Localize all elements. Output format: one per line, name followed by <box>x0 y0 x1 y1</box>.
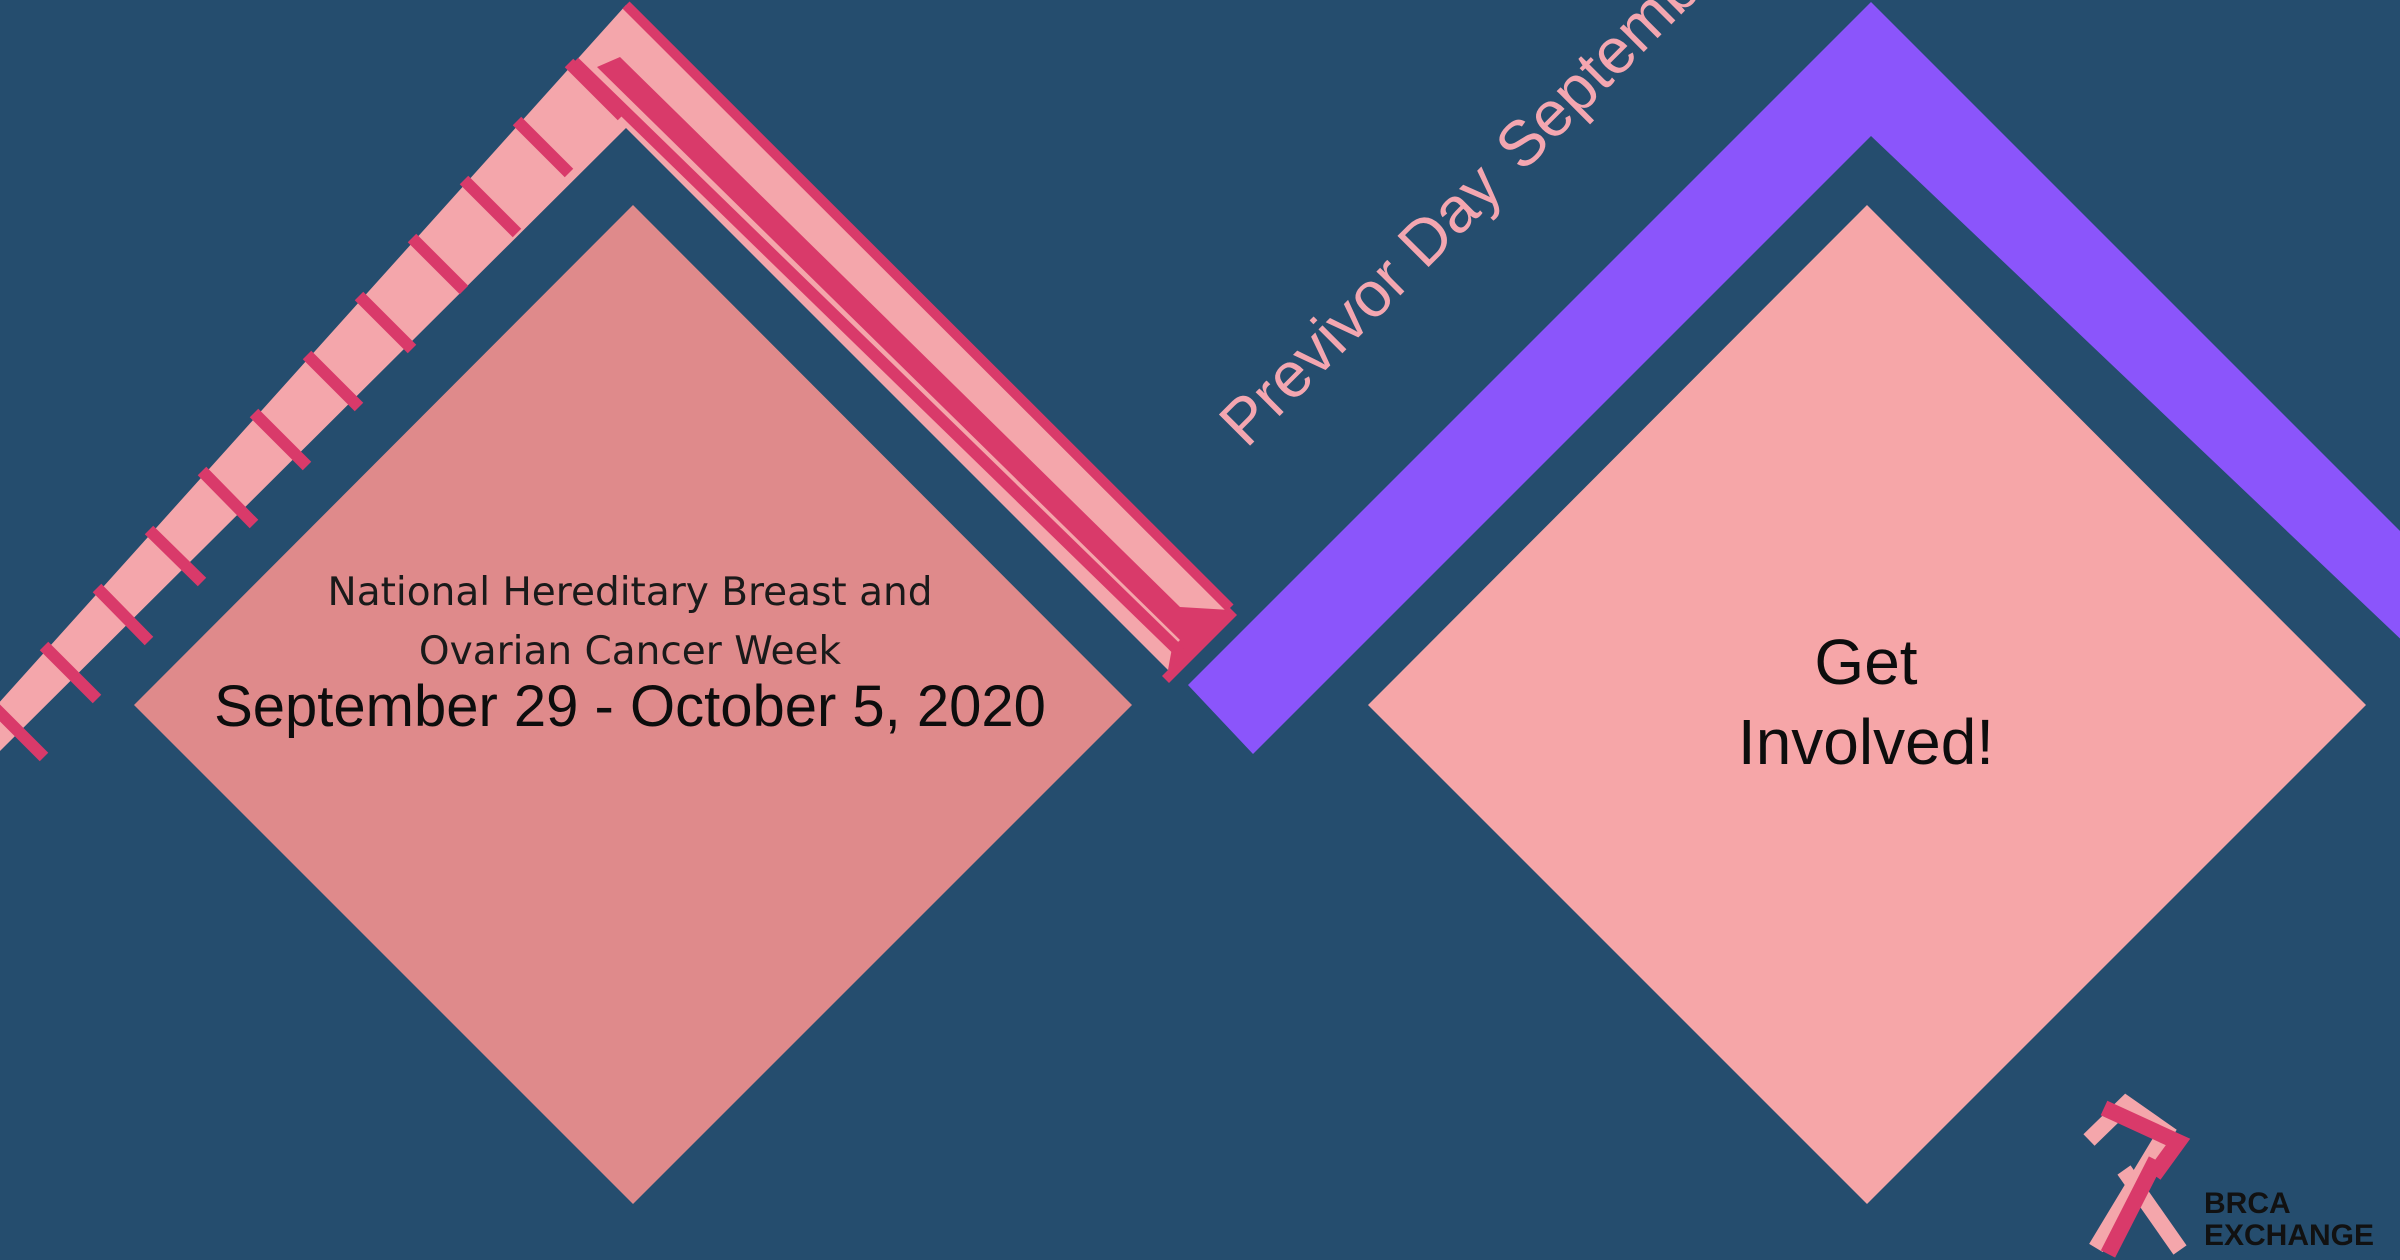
ribbon-icon <box>2083 1093 2191 1258</box>
chevron-inner-stripe <box>597 57 1230 670</box>
pink-chevron-band <box>0 5 1230 752</box>
left-diamond <box>134 205 1132 1204</box>
brca-exchange-logo: BRCA EXCHANGE <box>2204 1188 2374 1252</box>
logo-line-1: BRCA <box>2204 1187 2291 1220</box>
get-involved-line-1: Get <box>1814 626 1918 698</box>
band-dash <box>1493 161 1504 172</box>
purple-chevron-band <box>1188 2 2400 754</box>
chevron-outer-edge <box>622 1 1234 612</box>
chevron-stripes <box>0 58 627 762</box>
get-involved-text: Get Involved! <box>1566 622 2166 782</box>
right-diamond <box>1368 205 2366 1204</box>
event-name-line-1: National Hereditary Breast and <box>327 570 933 615</box>
event-dates: September 29 - October 5, 2020 <box>214 674 1046 739</box>
logo-line-2: EXCHANGE <box>2204 1219 2375 1252</box>
event-name-line-2: Ovarian Cancer Week <box>418 629 842 674</box>
chevron-tip-cap <box>1162 608 1237 683</box>
event-name: National Hereditary Breast and Ovarian C… <box>130 563 1130 681</box>
chevron-inner-edge <box>569 57 1185 657</box>
get-involved-line-2: Involved! <box>1737 706 1995 778</box>
